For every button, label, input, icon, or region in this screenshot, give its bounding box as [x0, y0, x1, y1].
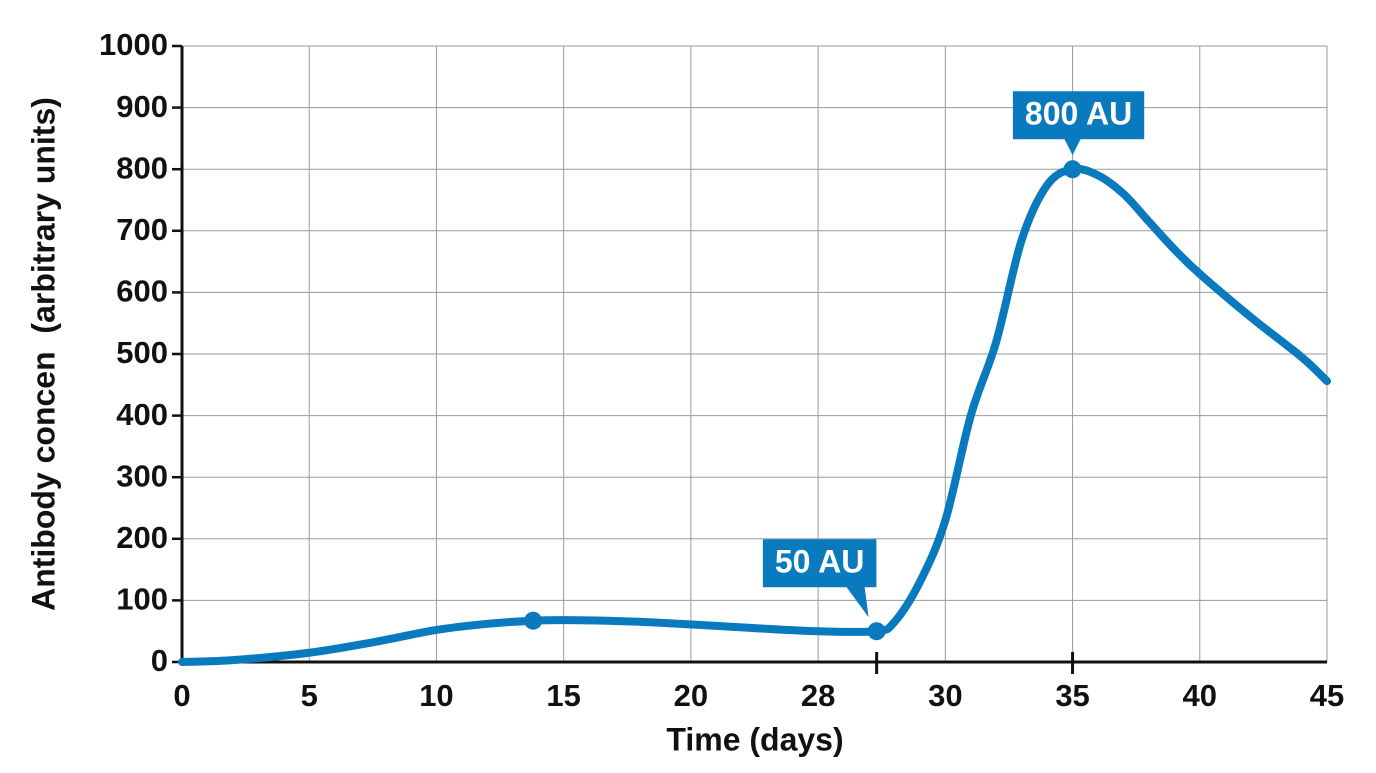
x-tick-label: 20: [674, 678, 708, 713]
annotation-label: 800 AU: [1025, 96, 1132, 132]
y-tick-label: 800: [116, 150, 168, 185]
x-tick-label: 0: [173, 678, 190, 713]
x-tick-label: 30: [928, 678, 962, 713]
line: [178, 164, 1331, 666]
y-axis-title: Antibody concen (arbitrary units): [25, 97, 61, 611]
point: [524, 611, 543, 630]
y-tick-label: 400: [116, 397, 168, 432]
y-tick-label: 0: [151, 643, 168, 678]
y-tick-label: 100: [116, 582, 168, 617]
y-tick-label: 900: [116, 89, 168, 124]
y-tick-label: 200: [116, 520, 168, 555]
y-tick-label: 1000: [99, 27, 168, 62]
x-tick-label: 40: [1183, 678, 1217, 713]
y-tick-label: 600: [116, 274, 168, 309]
y-tick-label: 500: [116, 335, 168, 370]
annotation-box: [1012, 91, 1145, 156]
x-axis-title: Time (days): [666, 721, 843, 757]
x-tick-label: 45: [1310, 678, 1344, 713]
x-tick-label: 10: [419, 678, 453, 713]
point: [1063, 160, 1082, 179]
annotation-box: [762, 539, 877, 618]
y-tick-label: 300: [116, 458, 168, 493]
x-tick-label: 5: [301, 678, 318, 713]
x-tick-label: 15: [546, 678, 580, 713]
x-tick-label: 28: [801, 678, 835, 713]
point: [867, 622, 886, 641]
x-tick-label: 35: [1055, 678, 1089, 713]
annotation-label: 50 AU: [775, 544, 865, 580]
y-tick-label: 700: [116, 212, 168, 247]
